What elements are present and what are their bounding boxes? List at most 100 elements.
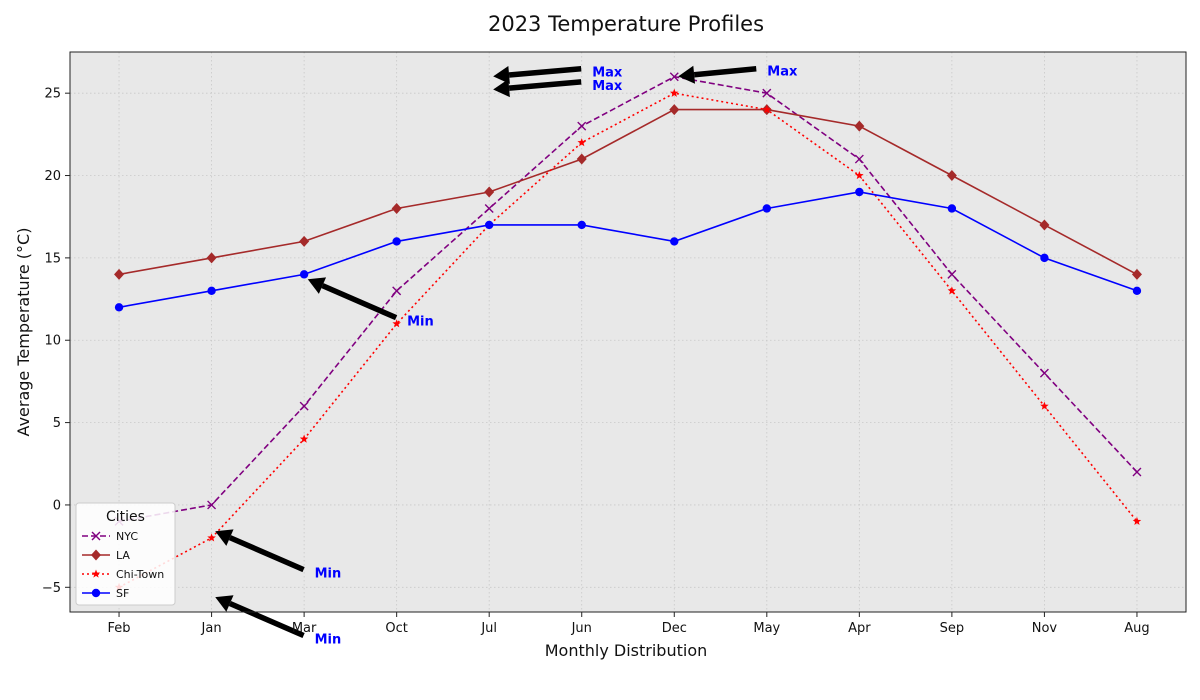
data-point bbox=[670, 237, 679, 246]
data-point bbox=[392, 237, 401, 246]
legend-label: Chi-Town bbox=[116, 568, 164, 581]
data-point bbox=[947, 269, 957, 279]
data-point bbox=[484, 203, 494, 213]
plot-area bbox=[70, 52, 1186, 612]
data-point bbox=[1132, 516, 1142, 526]
legend-title: Cities bbox=[106, 509, 145, 525]
x-tick-label: Nov bbox=[1032, 621, 1058, 636]
series-la bbox=[114, 104, 1142, 280]
annotation-arrow bbox=[508, 65, 582, 78]
annotation-label: Max bbox=[592, 66, 623, 81]
legend-label: SF bbox=[116, 587, 129, 600]
annotations: Max Min Max Min Max Min bbox=[215, 65, 798, 648]
marker-stroke bbox=[299, 401, 309, 411]
annotation-arrow bbox=[508, 79, 582, 91]
data-point bbox=[392, 286, 402, 296]
data-point bbox=[484, 220, 494, 230]
annotation-arrowhead bbox=[678, 65, 696, 84]
data-point bbox=[576, 153, 587, 165]
plot-frame bbox=[69, 51, 1187, 613]
x-tick-label: Oct bbox=[385, 621, 407, 636]
marker-stroke bbox=[669, 72, 679, 82]
annotation-min: Min bbox=[215, 529, 342, 582]
data-point bbox=[855, 171, 864, 180]
y-tick-label: 0 bbox=[53, 498, 61, 513]
data-point bbox=[1040, 253, 1049, 263]
y-tick-label: 20 bbox=[44, 169, 61, 184]
legend-item: NYC bbox=[82, 530, 138, 543]
legend-label: NYC bbox=[116, 530, 138, 543]
chart-title: 2023 Temperature Profiles bbox=[488, 12, 764, 36]
annotation-arrowhead bbox=[493, 79, 510, 98]
data-point bbox=[91, 588, 101, 598]
legend-item: SF bbox=[82, 587, 129, 600]
annotation-label: Max bbox=[592, 79, 623, 94]
data-point bbox=[762, 204, 772, 213]
annotation-min: Min bbox=[215, 595, 341, 648]
data-point bbox=[1131, 268, 1142, 280]
data-point bbox=[299, 235, 310, 247]
x-axis-label: Monthly Distribution bbox=[545, 641, 708, 660]
data-point bbox=[206, 252, 217, 264]
annotation-arrowhead bbox=[215, 529, 234, 546]
marker-stroke bbox=[207, 500, 217, 510]
annotation-max: Max bbox=[493, 79, 623, 98]
data-point bbox=[1132, 286, 1142, 296]
data-point bbox=[669, 88, 679, 97]
annotation-arrowhead bbox=[215, 595, 234, 612]
data-point bbox=[946, 170, 957, 182]
data-point bbox=[207, 500, 217, 510]
data-point bbox=[91, 531, 101, 541]
data-point bbox=[299, 270, 309, 279]
y-tick-label: 10 bbox=[44, 334, 61, 349]
series-line bbox=[118, 108, 1138, 276]
data-point bbox=[1132, 467, 1142, 477]
data-point bbox=[854, 120, 865, 132]
data-point bbox=[114, 303, 124, 312]
y-tick-label: 5 bbox=[53, 416, 61, 431]
legend-item: LA bbox=[82, 549, 130, 562]
series-line bbox=[118, 75, 1138, 523]
annotation-label: Min bbox=[315, 567, 342, 582]
marker-stroke bbox=[484, 203, 494, 213]
legend: Cities NYC LA Chi-Town SF bbox=[75, 502, 176, 606]
data-point bbox=[207, 286, 216, 296]
data-point bbox=[577, 138, 587, 147]
data-point bbox=[854, 154, 864, 164]
data-point bbox=[762, 88, 772, 98]
marker-stroke bbox=[1132, 467, 1142, 477]
x-tick-label: Feb bbox=[108, 621, 131, 636]
annotation-arrow bbox=[693, 65, 757, 78]
x-tick-label: Aug bbox=[1124, 621, 1149, 636]
data-point bbox=[669, 104, 680, 116]
annotation-arrowhead bbox=[307, 277, 327, 294]
annotation-max: Max bbox=[493, 66, 623, 84]
annotation-arrow bbox=[228, 535, 305, 573]
data-point bbox=[577, 220, 586, 230]
series-sf bbox=[114, 187, 1142, 312]
marker-stroke bbox=[1039, 368, 1049, 378]
x-tick-label: Jun bbox=[571, 621, 592, 636]
x-tick-label: Dec bbox=[662, 621, 687, 636]
y-tick-label: 15 bbox=[44, 251, 61, 266]
data-point bbox=[299, 434, 309, 443]
data-point bbox=[484, 186, 495, 198]
marker-stroke bbox=[392, 286, 402, 296]
data-point bbox=[207, 533, 216, 542]
data-point bbox=[762, 105, 772, 114]
x-tick-label: Jan bbox=[201, 621, 222, 636]
axes: Feb Jan Mar Oct Jul Jun Dec May Apr Sep Nov Aug −5 0 5… bbox=[42, 87, 1150, 636]
data-point bbox=[1040, 401, 1049, 410]
data-point bbox=[947, 286, 957, 295]
legend-box bbox=[75, 502, 176, 606]
data-point bbox=[1039, 368, 1049, 378]
data-point bbox=[947, 204, 957, 213]
data-point bbox=[391, 202, 402, 214]
data-point bbox=[114, 268, 125, 280]
annotation-label: Max bbox=[767, 65, 798, 80]
marker-stroke bbox=[947, 269, 957, 279]
data-point bbox=[577, 121, 587, 131]
grid bbox=[70, 52, 1186, 612]
